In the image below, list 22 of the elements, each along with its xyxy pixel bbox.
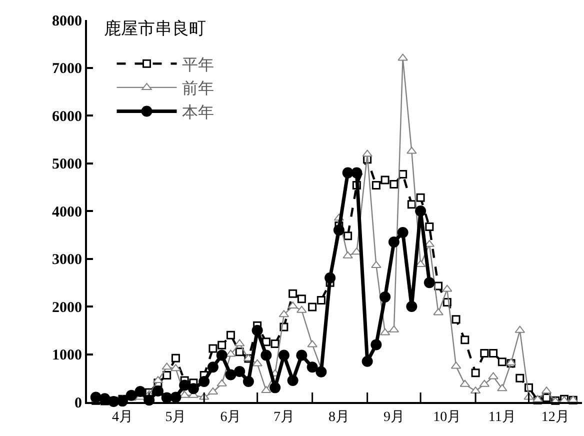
y-tick-label: 4000: [52, 204, 82, 220]
x-tick-label: 7月: [273, 410, 294, 425]
y-tick-label: 1000: [52, 348, 82, 364]
chart-title: 鹿屋市串良町: [104, 18, 206, 39]
legend-label: 本年: [182, 102, 214, 122]
x-tick-label: 10月: [433, 410, 462, 425]
y-tick-label: 8000: [52, 13, 82, 30]
y-tick-label: 2000: [52, 300, 82, 316]
x-tick-label: 9月: [383, 410, 404, 425]
x-tick-label: 4月: [112, 410, 133, 425]
legend-label: 前年: [182, 78, 214, 98]
y-tick-label: 3000: [52, 252, 82, 268]
y-tick-label: 6000: [52, 108, 82, 125]
legend-label: 平年: [182, 54, 214, 74]
x-tick-label: 5月: [165, 410, 186, 425]
x-tick-label: 6月: [220, 410, 242, 425]
y-tick-label: 5000: [52, 156, 82, 172]
x-tick-label: 8月: [328, 410, 350, 425]
x-tick-label: 11月: [488, 410, 516, 425]
x-tick-label: 12月: [541, 410, 570, 425]
y-tick-label: 7000: [52, 61, 82, 77]
y-tick-label: 0: [74, 395, 82, 412]
